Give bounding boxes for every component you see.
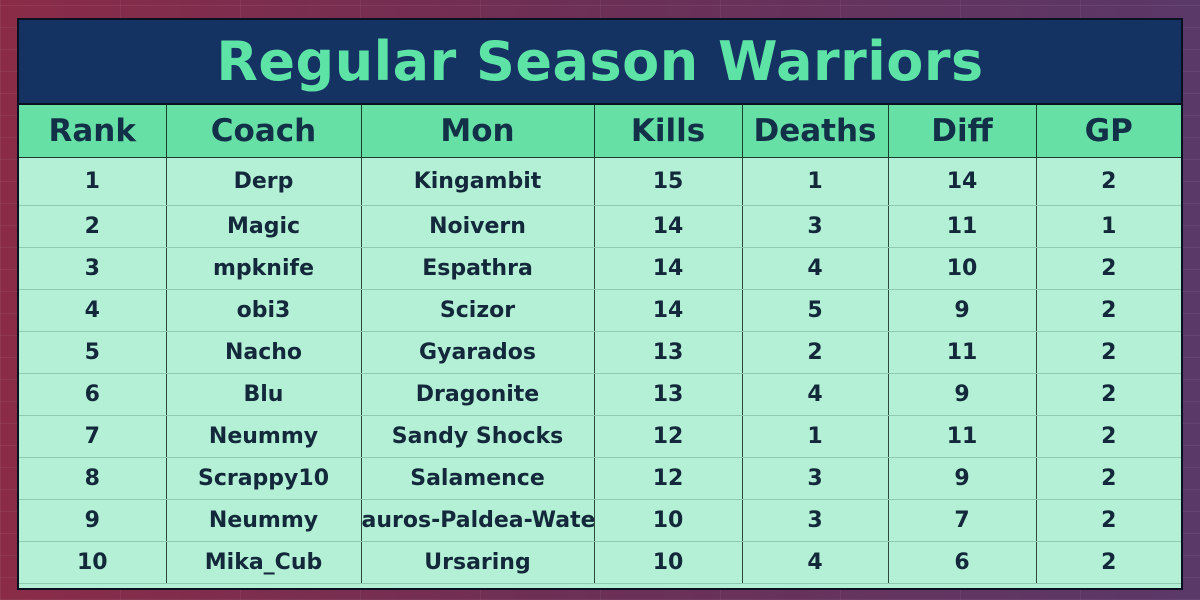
cell-rank: 6 — [19, 373, 167, 416]
cell-diff: 11 — [888, 415, 1037, 458]
cell-kills: 10 — [594, 541, 743, 584]
cell-diff: 6 — [888, 541, 1037, 584]
cell-mon: Sandy Shocks — [361, 415, 595, 458]
cell-coach: obi3 — [166, 289, 362, 332]
cell-deaths: 2 — [742, 331, 889, 374]
column-header-kills: Kills — [594, 105, 743, 158]
column-header-diff: Diff — [888, 105, 1037, 158]
table-row: 6 Blu Dragonite 13 4 9 2 — [19, 373, 1181, 416]
cell-rank: 10 — [19, 541, 167, 584]
cell-mon: Salamence — [361, 457, 595, 500]
cell-deaths: 5 — [742, 289, 889, 332]
cell-gp: 2 — [1036, 499, 1181, 542]
cell-gp: 2 — [1036, 415, 1181, 458]
cell-coach: Neummy — [166, 499, 362, 542]
cell-rank: 3 — [19, 247, 167, 290]
column-header-deaths: Deaths — [742, 105, 889, 158]
cell-deaths: 4 — [742, 541, 889, 584]
cell-deaths: 1 — [742, 415, 889, 458]
cell-rank: 7 — [19, 415, 167, 458]
cell-mon: Noivern — [361, 205, 595, 248]
cell-kills: 13 — [594, 373, 743, 416]
cell-diff: 14 — [888, 157, 1037, 206]
cell-mon: Espathra — [361, 247, 595, 290]
column-header-rank: Rank — [19, 105, 167, 158]
cell-mon: auros-Paldea-Wate — [361, 499, 595, 542]
cell-mon: Kingambit — [361, 157, 595, 206]
cell-diff: 11 — [888, 331, 1037, 374]
cell-diff: 9 — [888, 457, 1037, 500]
cell-kills: 15 — [594, 157, 743, 206]
cell-gp: 2 — [1036, 157, 1181, 206]
page-title: Regular Season Warriors — [216, 30, 984, 93]
cell-coach: Scrappy10 — [166, 457, 362, 500]
title-bar: Regular Season Warriors — [19, 20, 1181, 105]
cell-mon: Scizor — [361, 289, 595, 332]
cell-kills: 12 — [594, 415, 743, 458]
cell-kills: 12 — [594, 457, 743, 500]
cell-coach: Derp — [166, 157, 362, 206]
cell-gp: 2 — [1036, 289, 1181, 332]
cell-deaths: 3 — [742, 205, 889, 248]
cell-diff: 10 — [888, 247, 1037, 290]
table-row: 4 obi3 Scizor 14 5 9 2 — [19, 289, 1181, 332]
cell-rank: 4 — [19, 289, 167, 332]
cell-mon: Dragonite — [361, 373, 595, 416]
cell-mon: Ursaring — [361, 541, 595, 584]
table-row: 9 Neummy auros-Paldea-Wate 10 3 7 2 — [19, 499, 1181, 542]
column-header-coach: Coach — [166, 105, 362, 158]
cell-gp: 2 — [1036, 247, 1181, 290]
cell-rank: 9 — [19, 499, 167, 542]
header-row: Rank Coach Mon Kills Deaths Diff GP — [19, 105, 1181, 158]
cell-coach: Blu — [166, 373, 362, 416]
table-row: 5 Nacho Gyarados 13 2 11 2 — [19, 331, 1181, 374]
cell-gp: 2 — [1036, 457, 1181, 500]
cell-kills: 10 — [594, 499, 743, 542]
cell-rank: 1 — [19, 157, 167, 206]
cell-deaths: 3 — [742, 499, 889, 542]
cell-rank: 5 — [19, 331, 167, 374]
cell-diff: 9 — [888, 373, 1037, 416]
cell-rank: 8 — [19, 457, 167, 500]
cell-rank: 2 — [19, 205, 167, 248]
cell-diff: 9 — [888, 289, 1037, 332]
cell-gp: 1 — [1036, 205, 1181, 248]
cell-coach: Nacho — [166, 331, 362, 374]
cell-coach: mpknife — [166, 247, 362, 290]
cell-gp: 2 — [1036, 541, 1181, 584]
table-row: 10 Mika_Cub Ursaring 10 4 6 2 — [19, 541, 1181, 584]
table-row: 7 Neummy Sandy Shocks 12 1 11 2 — [19, 415, 1181, 458]
cell-mon: Gyarados — [361, 331, 595, 374]
cell-deaths: 4 — [742, 373, 889, 416]
column-header-gp: GP — [1036, 105, 1181, 158]
cell-coach: Neummy — [166, 415, 362, 458]
table-row: 1 Derp Kingambit 15 1 14 2 — [19, 157, 1181, 206]
cell-gp: 2 — [1036, 373, 1181, 416]
cell-kills: 14 — [594, 289, 743, 332]
standings-card: Regular Season Warriors Rank Coach Mon K… — [17, 18, 1183, 590]
cell-coach: Mika_Cub — [166, 541, 362, 584]
cell-gp: 2 — [1036, 331, 1181, 374]
standings-table: Rank Coach Mon Kills Deaths Diff GP 1 Der… — [19, 105, 1181, 584]
cell-kills: 14 — [594, 247, 743, 290]
table-row: 3 mpknife Espathra 14 4 10 2 — [19, 247, 1181, 290]
cell-diff: 7 — [888, 499, 1037, 542]
column-header-mon: Mon — [361, 105, 595, 158]
cell-diff: 11 — [888, 205, 1037, 248]
cell-deaths: 4 — [742, 247, 889, 290]
table-row: 2 Magic Noivern 14 3 11 1 — [19, 205, 1181, 248]
cell-kills: 14 — [594, 205, 743, 248]
table-row: 8 Scrappy10 Salamence 12 3 9 2 — [19, 457, 1181, 500]
cell-deaths: 3 — [742, 457, 889, 500]
cell-kills: 13 — [594, 331, 743, 374]
cell-deaths: 1 — [742, 157, 889, 206]
cell-coach: Magic — [166, 205, 362, 248]
